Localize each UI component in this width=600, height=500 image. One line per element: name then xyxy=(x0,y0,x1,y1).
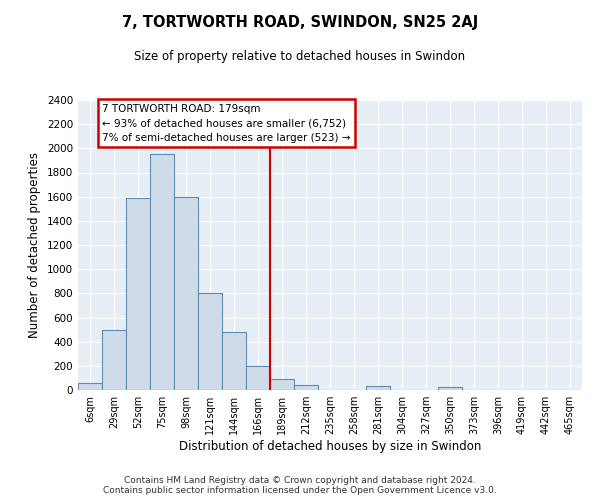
Bar xyxy=(174,196,198,390)
Bar xyxy=(126,198,150,390)
Text: 7, TORTWORTH ROAD, SWINDON, SN25 2AJ: 7, TORTWORTH ROAD, SWINDON, SN25 2AJ xyxy=(122,15,478,30)
Bar xyxy=(222,332,246,390)
Y-axis label: Number of detached properties: Number of detached properties xyxy=(28,152,41,338)
Bar xyxy=(270,378,294,390)
Bar xyxy=(102,330,126,390)
Bar xyxy=(78,384,102,390)
Text: Contains HM Land Registry data © Crown copyright and database right 2024.: Contains HM Land Registry data © Crown c… xyxy=(124,476,476,485)
Text: 7 TORTWORTH ROAD: 179sqm
← 93% of detached houses are smaller (6,752)
7% of semi: 7 TORTWORTH ROAD: 179sqm ← 93% of detach… xyxy=(102,104,350,143)
Bar xyxy=(294,385,318,390)
Bar xyxy=(366,386,390,390)
Bar xyxy=(150,154,174,390)
Text: Contains public sector information licensed under the Open Government Licence v3: Contains public sector information licen… xyxy=(103,486,497,495)
Text: Size of property relative to detached houses in Swindon: Size of property relative to detached ho… xyxy=(134,50,466,63)
X-axis label: Distribution of detached houses by size in Swindon: Distribution of detached houses by size … xyxy=(179,440,481,453)
Bar xyxy=(246,366,270,390)
Bar xyxy=(198,294,222,390)
Bar xyxy=(438,387,462,390)
